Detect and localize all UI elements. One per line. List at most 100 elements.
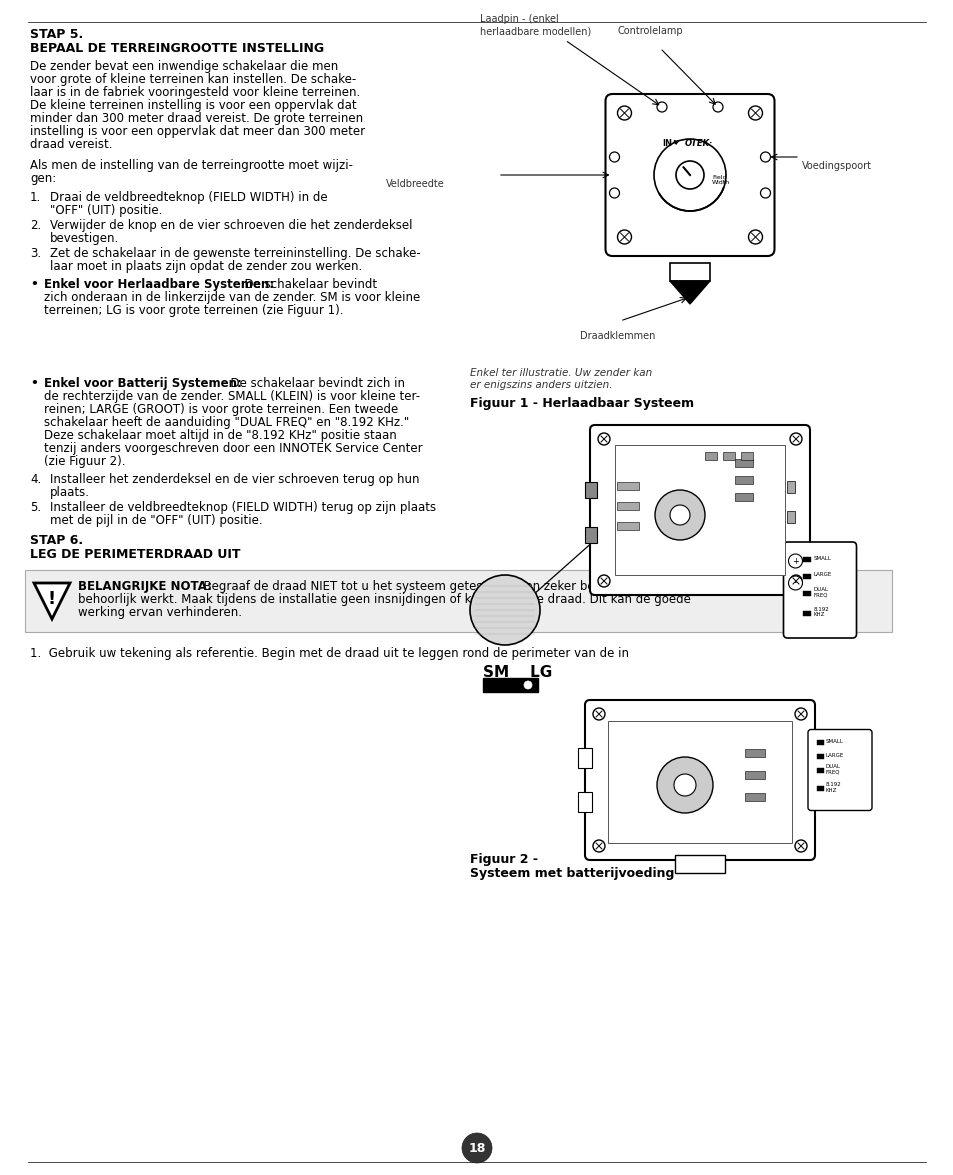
Bar (734, 476, 752, 484)
Circle shape (657, 757, 712, 813)
Circle shape (470, 575, 539, 645)
Circle shape (523, 682, 532, 689)
FancyBboxPatch shape (782, 542, 856, 638)
Bar (617, 522, 639, 530)
Text: werking ervan verhinderen.: werking ervan verhinderen. (78, 606, 242, 619)
Text: OTEK·: OTEK· (684, 139, 713, 148)
Circle shape (788, 576, 801, 590)
Text: Figuur 2 -: Figuur 2 - (470, 853, 537, 866)
Text: Enkel voor Herlaadbare Systemen:: Enkel voor Herlaadbare Systemen: (44, 278, 274, 291)
Text: (zie Figuur 2).: (zie Figuur 2). (44, 455, 126, 468)
Text: Zet de schakelaar in de gewenste terreininstelling. De schake-: Zet de schakelaar in de gewenste terrein… (50, 247, 420, 260)
Bar (734, 494, 752, 501)
Text: Als men de instelling van de terreingrootte moet wijzi-: Als men de instelling van de terreingroo… (30, 159, 353, 172)
Bar (617, 502, 639, 510)
FancyBboxPatch shape (584, 700, 814, 860)
Bar (744, 771, 764, 779)
Bar (617, 482, 639, 490)
Bar (25, 570, 891, 632)
Text: 18: 18 (468, 1141, 485, 1155)
Text: laar is in de fabriek vooringesteld voor kleine terreinen.: laar is in de fabriek vooringesteld voor… (30, 86, 360, 99)
Text: Voedingspoort: Voedingspoort (801, 161, 871, 172)
Text: reinen; LARGE (GROOT) is voor grote terreinen. Een tweede: reinen; LARGE (GROOT) is voor grote terr… (44, 403, 397, 416)
Text: Enkel ter illustratie. Uw zender kan
er enigszins anders uitzien.: Enkel ter illustratie. Uw zender kan er … (470, 368, 652, 390)
Bar (744, 793, 764, 801)
Text: IN: IN (661, 139, 671, 148)
Bar (669, 263, 709, 281)
Text: Draai de veldbreedteknop (FIELD WIDTH) in de: Draai de veldbreedteknop (FIELD WIDTH) i… (50, 192, 327, 204)
Bar (786, 511, 794, 523)
Text: terreinen; LG is voor grote terreinen (zie Figuur 1).: terreinen; LG is voor grote terreinen (z… (44, 304, 343, 317)
Text: Systeem met batterijvoeding: Systeem met batterijvoeding (470, 867, 674, 880)
Text: Installeer de veldbreedteknop (FIELD WIDTH) terug op zijn plaats: Installeer de veldbreedteknop (FIELD WID… (50, 501, 436, 513)
Circle shape (461, 1133, 492, 1163)
Circle shape (673, 774, 696, 795)
Bar (704, 452, 717, 459)
Text: -: - (793, 578, 796, 588)
Text: 5.: 5. (30, 501, 41, 513)
Text: tenzij anders voorgeschreven door een INNOTEK Service Center: tenzij anders voorgeschreven door een IN… (44, 442, 422, 455)
Text: plaats.: plaats. (50, 486, 90, 499)
Text: 1.: 1. (30, 192, 41, 204)
Bar (584, 528, 597, 543)
Bar (802, 591, 811, 596)
Bar (615, 445, 784, 575)
Text: 2.: 2. (30, 219, 41, 231)
Text: SMALL: SMALL (825, 739, 843, 744)
Text: !: ! (48, 590, 56, 607)
Text: met de pijl in de "OFF" (UIT) positie.: met de pijl in de "OFF" (UIT) positie. (50, 513, 262, 528)
Polygon shape (669, 281, 709, 304)
Text: Begraaf de draad NIET tot u het systeem getest heeft en zeker bent dat het: Begraaf de draad NIET tot u het systeem … (195, 580, 653, 593)
Bar (744, 748, 764, 757)
Bar (816, 753, 823, 759)
FancyBboxPatch shape (807, 730, 871, 811)
Circle shape (669, 505, 689, 525)
Text: De zender bevat een inwendige schakelaar die men: De zender bevat een inwendige schakelaar… (30, 60, 338, 73)
Bar (722, 452, 734, 459)
Bar (578, 748, 592, 768)
Text: De kleine terreinen instelling is voor een oppervlak dat: De kleine terreinen instelling is voor e… (30, 99, 356, 112)
Text: 3.: 3. (30, 247, 41, 260)
Text: Deze schakelaar moet altijd in de "8.192 KHz" positie staan: Deze schakelaar moet altijd in de "8.192… (44, 429, 396, 442)
Text: behoorlijk werkt. Maak tijdens de installatie geen insnijdingen of krassen in de: behoorlijk werkt. Maak tijdens de instal… (78, 593, 690, 606)
Text: draad vereist.: draad vereist. (30, 137, 112, 152)
Text: Controlelamp: Controlelamp (618, 26, 683, 36)
Text: BELANGRIJKE NOTA:: BELANGRIJKE NOTA: (78, 580, 212, 593)
Bar (482, 678, 537, 692)
Text: LARGE: LARGE (825, 753, 843, 758)
Text: gen:: gen: (30, 172, 56, 184)
Text: de rechterzijde van de zender. SMALL (KLEIN) is voor kleine ter-: de rechterzijde van de zender. SMALL (KL… (44, 390, 419, 403)
Text: LEG DE PERIMETERDRAAD UIT: LEG DE PERIMETERDRAAD UIT (30, 548, 240, 560)
Text: Veldbreedte: Veldbreedte (386, 179, 444, 189)
Text: Verwijder de knop en de vier schroeven die het zenderdeksel: Verwijder de knop en de vier schroeven d… (50, 219, 412, 231)
Text: Draadklemmen: Draadklemmen (579, 331, 655, 341)
Text: DUAL
FREQ: DUAL FREQ (825, 764, 841, 774)
Text: 8.192
KHZ: 8.192 KHZ (825, 783, 841, 793)
Text: voor grote of kleine terreinen kan instellen. De schake-: voor grote of kleine terreinen kan inste… (30, 73, 355, 86)
Text: SM    LG: SM LG (482, 665, 552, 680)
FancyBboxPatch shape (605, 94, 774, 256)
Bar (675, 855, 724, 873)
Text: +: + (791, 557, 798, 565)
Circle shape (655, 490, 704, 540)
Text: Enkel voor Batterij Systemen:: Enkel voor Batterij Systemen: (44, 377, 242, 390)
Bar (607, 721, 791, 842)
Text: zich onderaan in de linkerzijde van de zender. SM is voor kleine: zich onderaan in de linkerzijde van de z… (44, 291, 420, 304)
Text: Laadpin - (enkel
herlaadbare modellen): Laadpin - (enkel herlaadbare modellen) (479, 14, 591, 36)
Text: •: • (30, 278, 38, 291)
Text: instelling is voor een oppervlak dat meer dan 300 meter: instelling is voor een oppervlak dat mee… (30, 125, 365, 137)
Text: De schakelaar bevindt: De schakelaar bevindt (236, 278, 376, 291)
Text: Installeer het zenderdeksel en de vier schroeven terug op hun: Installeer het zenderdeksel en de vier s… (50, 474, 419, 486)
Text: laar moet in plaats zijn opdat de zender zou werken.: laar moet in plaats zijn opdat de zender… (50, 260, 362, 273)
Text: DUAL
FREQ: DUAL FREQ (813, 586, 827, 597)
Text: 1.  Gebruik uw tekening als referentie. Begin met de draad uit te leggen rond de: 1. Gebruik uw tekening als referentie. B… (30, 647, 628, 660)
Text: De schakelaar bevindt zich in: De schakelaar bevindt zich in (223, 377, 405, 390)
Text: •: • (30, 377, 38, 390)
Bar (740, 452, 752, 459)
Bar (802, 575, 811, 579)
Text: Figuur 1 - Herlaadbaar Systeem: Figuur 1 - Herlaadbaar Systeem (470, 397, 694, 410)
Text: "OFF" (UIT) positie.: "OFF" (UIT) positie. (50, 204, 162, 217)
Bar (816, 767, 823, 772)
Bar (816, 786, 823, 791)
Bar (578, 792, 592, 812)
